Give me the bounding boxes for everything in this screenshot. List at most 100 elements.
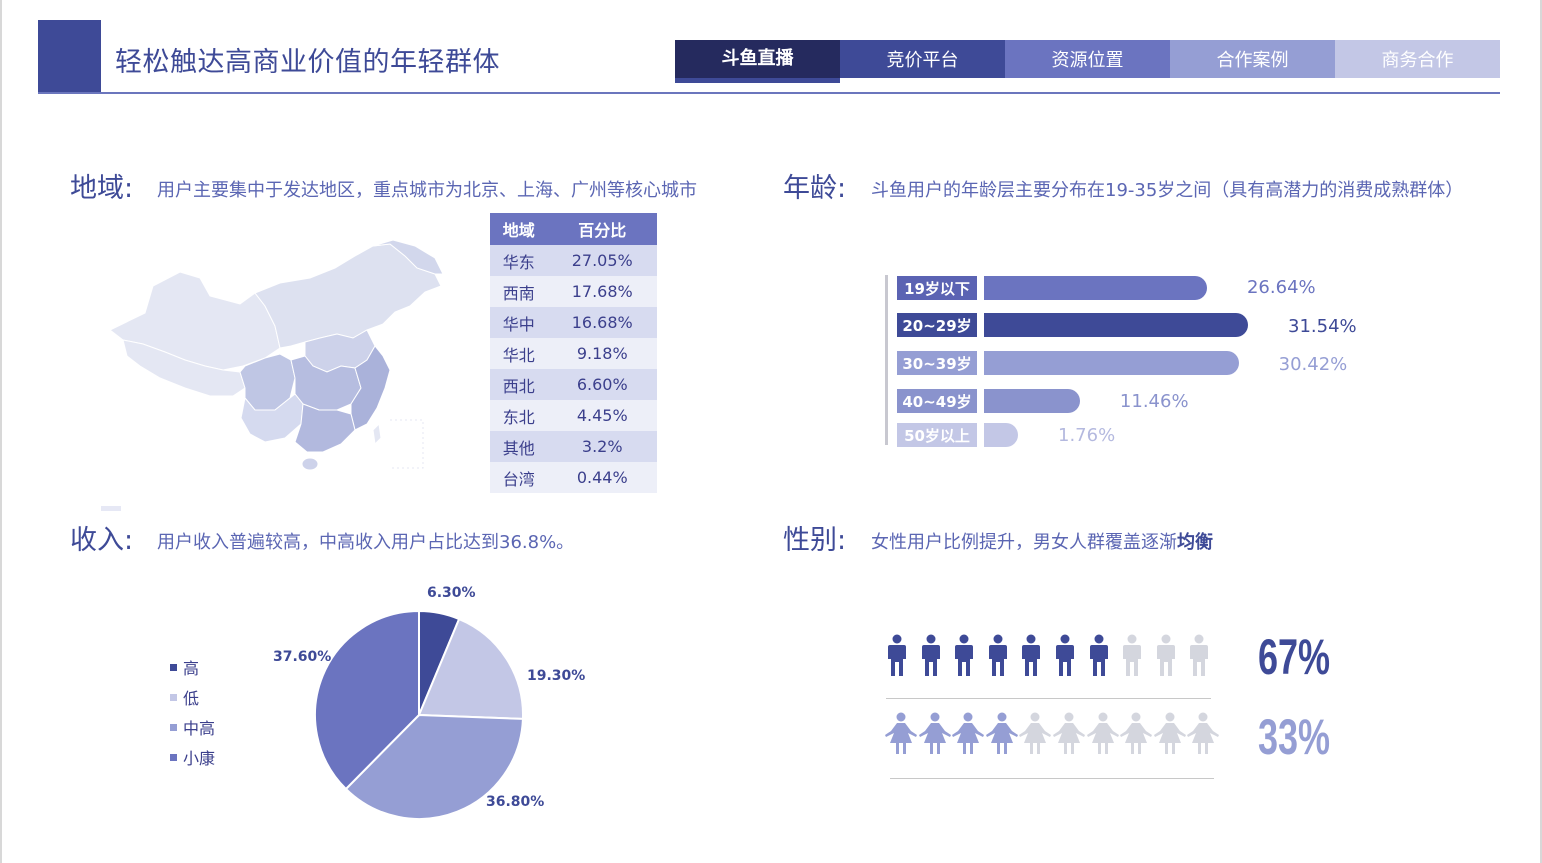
pie-slice-3: [314, 609, 420, 791]
region-name: 华中: [490, 307, 548, 338]
legend-swatch: [170, 663, 177, 671]
age-group-label: 30~39岁: [897, 351, 977, 375]
tab-douyu-live[interactable]: 斗鱼直播: [675, 40, 840, 83]
age-value: 1.76%: [1058, 425, 1116, 446]
male-person-icon: [880, 634, 914, 682]
pie-slice-2: [344, 713, 524, 820]
tab-resource-position[interactable]: 资源位置: [1005, 40, 1170, 78]
legend-label: 低: [183, 689, 200, 708]
legend-swatch: [170, 753, 177, 761]
legend-swatch: [170, 723, 177, 731]
region-table-header: 地域 百分比: [490, 213, 657, 245]
age-group-label: 19岁以下: [897, 276, 977, 300]
male-person-icon: [1115, 634, 1149, 682]
gender-desc-emphasis: 均衡: [1177, 532, 1213, 553]
region-section-label: 地域:: [70, 173, 134, 204]
tab-bidding-platform[interactable]: 竞价平台: [840, 40, 1005, 78]
region-percent: 0.44%: [547, 462, 657, 493]
female-percent: 33%: [1258, 709, 1331, 765]
gender-section-label: 性别:: [783, 525, 847, 556]
region-table: 地域 百分比 华东 27.05% 西南 17.68% 华中 16.68% 华北 9.18…: [490, 213, 657, 493]
female-person-icon: [1052, 712, 1086, 760]
china-map: [109, 239, 444, 471]
decorative-mark: [101, 506, 121, 511]
region-name: 华北: [490, 338, 548, 369]
region-name: 西南: [490, 276, 548, 307]
gender-divider-bottom: [890, 778, 1214, 779]
age-value: 11.46%: [1119, 391, 1189, 412]
age-bar: [984, 389, 1080, 413]
male-percent: 67%: [1258, 629, 1331, 685]
age-bar: [984, 313, 1248, 337]
income-pie-chart: [314, 609, 524, 820]
age-bar: [984, 276, 1207, 300]
male-person-icon: [1048, 634, 1082, 682]
income-section-desc: 用户收入普遍较高，中高收入用户占比达到36.8%。: [157, 532, 575, 553]
map-region-south: [294, 403, 356, 453]
age-bar: [984, 351, 1239, 375]
table-row: 华东 27.05%: [490, 245, 657, 276]
female-person-icon: [884, 712, 918, 760]
region-percent: 16.68%: [547, 307, 657, 338]
table-row: 其他 3.2%: [490, 431, 657, 462]
table-row: 华中 16.68%: [490, 307, 657, 338]
female-person-icon: [918, 712, 952, 760]
legend-label: 中高: [183, 719, 216, 738]
age-value: 26.64%: [1246, 277, 1316, 298]
female-person-icon: [985, 712, 1019, 760]
gender-section-desc: 女性用户比例提升，男女人群覆盖逐渐均衡: [871, 528, 1213, 554]
region-table-header-region: 地域: [490, 213, 548, 245]
pie-legend: 高 低 中高 小康: [170, 652, 215, 772]
tab-cases[interactable]: 合作案例: [1170, 40, 1335, 78]
region-percent: 3.2%: [547, 431, 657, 462]
map-region-north: [254, 243, 442, 349]
region-table-header-percent: 百分比: [547, 213, 657, 245]
age-group-label: 50岁以上: [897, 423, 977, 447]
male-person-icon: [981, 634, 1015, 682]
page-title: 轻松触达高商业价值的年轻群体: [115, 47, 500, 78]
age-section-desc: 斗鱼用户的年龄层主要分布在19-35岁之间（具有高潜力的消费成熟群体）: [871, 180, 1464, 201]
legend-item: 中高: [170, 712, 215, 742]
pie-data-label: 19.30%: [527, 668, 586, 684]
age-value: 30.42%: [1278, 354, 1348, 375]
table-row: 东北 4.45%: [490, 400, 657, 431]
map-region-east: [350, 345, 391, 431]
tab-business[interactable]: 商务合作: [1335, 40, 1500, 78]
age-chart-axis: [885, 275, 888, 445]
male-person-icon: [1082, 634, 1116, 682]
gender-divider-top: [886, 698, 1211, 699]
region-percent: 27.05%: [547, 245, 657, 276]
male-person-icon: [1182, 634, 1216, 682]
region-name: 其他: [490, 431, 548, 462]
table-row: 台湾 0.44%: [490, 462, 657, 493]
map-region-taiwan: [372, 422, 382, 446]
pie-data-label: 6.30%: [427, 585, 476, 601]
page-frame-right: [1540, 0, 1542, 863]
male-person-icon: [1149, 634, 1183, 682]
region-percent: 6.60%: [547, 369, 657, 400]
legend-item: 低: [170, 682, 215, 712]
header-divider: [38, 92, 1500, 94]
age-section-label: 年龄:: [783, 173, 847, 204]
female-person-icon: [1153, 712, 1187, 760]
male-person-icon: [914, 634, 948, 682]
legend-item: 高: [170, 652, 215, 682]
age-value: 31.54%: [1288, 316, 1357, 337]
age-group-label: 20~29岁: [897, 313, 977, 337]
pie-data-label: 36.80%: [486, 794, 545, 810]
female-person-icon: [1186, 712, 1220, 760]
table-row: 西北 6.60%: [490, 369, 657, 400]
map-region-northeast: [372, 239, 444, 275]
region-name: 华东: [490, 245, 548, 276]
region-section-desc: 用户主要集中于发达地区，重点城市为北京、上海、广州等核心城市: [157, 180, 697, 201]
map-region-sichuan: [239, 353, 296, 411]
gender-desc-text: 女性用户比例提升，男女人群覆盖逐渐: [871, 532, 1177, 553]
legend-swatch: [170, 693, 177, 701]
income-section-label: 收入:: [70, 525, 134, 556]
map-region-hainan: [301, 457, 319, 471]
page-frame-left: [0, 0, 2, 863]
male-person-icon: [947, 634, 981, 682]
legend-label: 小康: [183, 749, 216, 768]
female-person-icon: [1018, 712, 1052, 760]
female-person-icon: [1119, 712, 1153, 760]
